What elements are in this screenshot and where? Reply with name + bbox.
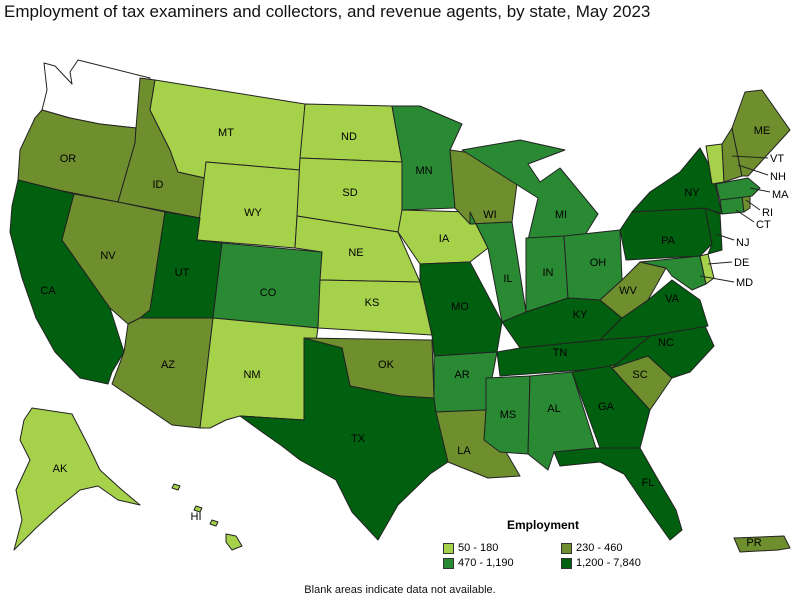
state-label-VT: VT <box>770 153 784 165</box>
state-label-SC: SC <box>632 369 647 381</box>
legend-swatch <box>443 542 454 554</box>
state-label-MN: MN <box>415 165 432 177</box>
map-title: Employment of tax examiners and collecto… <box>4 2 651 21</box>
legend-label: 1,200 - 7,840 <box>576 557 641 569</box>
map-legend: Employment 50 - 180 230 - 460 470 - 1,19… <box>443 518 643 569</box>
state-RI[interactable] <box>741 195 751 213</box>
state-label-MI: MI <box>555 209 567 221</box>
legend-swatch <box>443 557 454 569</box>
state-label-UT: UT <box>175 267 190 279</box>
label-leader-lines <box>699 155 771 283</box>
state-label-ID: ID <box>153 179 164 191</box>
state-label-CT: CT <box>756 219 771 231</box>
state-label-RI: RI <box>762 207 773 219</box>
state-labels: OR CA ID NV MT WY UT AZ CO NM ND SD NE KS OK TX MN IA MO AR… <box>40 125 789 549</box>
state-FL[interactable] <box>553 447 683 541</box>
legend-item: 50 - 180 <box>443 542 561 554</box>
state-AZ[interactable] <box>111 317 214 429</box>
state-label-OR: OR <box>60 153 77 165</box>
state-label-MA: MA <box>772 189 789 201</box>
state-label-OK: OK <box>378 359 395 371</box>
state-GA[interactable] <box>571 365 651 449</box>
state-label-TN: TN <box>553 347 568 359</box>
state-label-KS: KS <box>365 297 380 309</box>
state-label-SD: SD <box>342 187 357 199</box>
state-label-FL: FL <box>642 477 655 489</box>
state-label-ME: ME <box>754 125 771 137</box>
state-AK[interactable] <box>13 407 141 551</box>
state-label-GA: GA <box>598 401 615 413</box>
state-PA[interactable] <box>619 207 713 261</box>
state-label-AZ: AZ <box>161 359 175 371</box>
legend-item: 470 - 1,190 <box>443 557 561 569</box>
state-CO[interactable] <box>212 242 323 329</box>
state-label-CA: CA <box>40 285 56 297</box>
state-label-MT: MT <box>218 127 234 139</box>
state-HI[interactable] <box>171 483 243 551</box>
state-PR[interactable] <box>733 535 791 553</box>
state-label-WV: WV <box>619 285 637 297</box>
state-label-AK: AK <box>53 463 68 475</box>
state-label-NM: NM <box>243 369 260 381</box>
state-MI[interactable] <box>461 139 599 241</box>
state-label-DE: DE <box>734 257 749 269</box>
state-label-ND: ND <box>341 131 357 143</box>
state-ME[interactable] <box>731 89 791 177</box>
state-label-IL: IL <box>503 273 512 285</box>
state-label-NH: NH <box>770 171 786 183</box>
state-label-IN: IN <box>543 267 554 279</box>
legend-item: 1,200 - 7,840 <box>561 557 661 569</box>
state-WY[interactable] <box>196 161 301 249</box>
legend-title: Employment <box>506 518 579 532</box>
state-label-MS: MS <box>500 409 517 421</box>
state-label-HI: HI <box>191 511 202 523</box>
legend-item: 230 - 460 <box>561 542 661 554</box>
legend-label: 230 - 460 <box>576 542 623 554</box>
state-label-MD: MD <box>736 277 753 289</box>
state-label-TX: TX <box>351 433 366 445</box>
state-TX[interactable] <box>239 337 449 541</box>
state-label-IA: IA <box>439 233 450 245</box>
state-label-PA: PA <box>661 235 676 247</box>
state-label-NV: NV <box>100 250 116 262</box>
state-label-CO: CO <box>260 287 277 299</box>
state-MA[interactable] <box>715 177 761 201</box>
state-label-KY: KY <box>573 309 588 321</box>
state-label-VA: VA <box>665 293 680 305</box>
state-NJ[interactable] <box>704 207 723 255</box>
state-label-WY: WY <box>244 207 262 219</box>
state-label-MO: MO <box>451 301 469 313</box>
state-label-NC: NC <box>658 337 674 349</box>
state-label-AR: AR <box>454 369 469 381</box>
state-label-WI: WI <box>483 209 496 221</box>
state-label-LA: LA <box>457 445 471 457</box>
state-label-NE: NE <box>348 247 363 259</box>
state-label-NY: NY <box>684 187 700 199</box>
state-label-PR: PR <box>746 537 761 549</box>
legend-swatch <box>561 557 572 569</box>
state-label-AL: AL <box>547 403 560 415</box>
legend-label: 470 - 1,190 <box>458 557 514 569</box>
legend-label: 50 - 180 <box>458 542 499 554</box>
legend-swatch <box>561 542 572 554</box>
state-label-OH: OH <box>590 257 607 269</box>
data-availability-note: Blank areas indicate data not available. <box>304 584 496 596</box>
state-label-NJ: NJ <box>736 237 749 249</box>
state-NY[interactable] <box>631 147 723 215</box>
